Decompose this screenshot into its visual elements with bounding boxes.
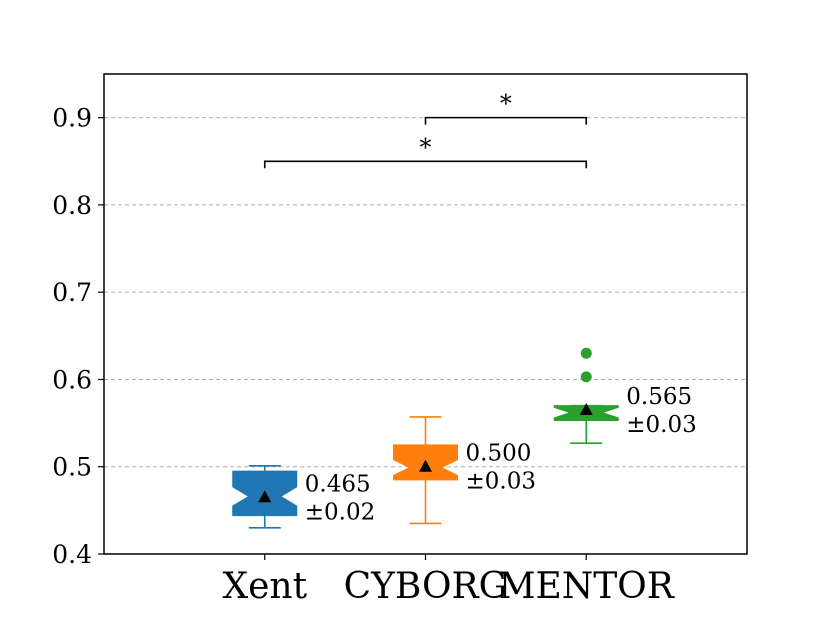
boxes: 0.465±0.020.500±0.030.565±0.03 [232,347,697,529]
significance-bracket: * [263,133,588,169]
mean-annotation: 0.500 [466,441,532,467]
mean-marker [419,459,432,472]
y-tick-label: 0.5 [52,453,92,482]
outlier-point [580,371,592,383]
grid-lines [104,117,747,468]
y-tick-label: 0.7 [52,278,92,307]
significance-bracket: * [424,90,588,125]
mean-annotation: 0.465 [305,471,371,497]
x-category-label: MENTOR [499,566,675,607]
significance-star: * [500,90,512,118]
significance-star: * [420,133,432,161]
x-category-label: Xent [222,566,307,607]
bracket-line [263,160,588,169]
box-cyborg: 0.500±0.03 [393,416,536,525]
x-category-label: CYBORG [344,566,508,607]
std-annotation: ±0.02 [305,499,375,525]
std-annotation: ±0.03 [626,412,696,438]
box-mentor: 0.565±0.03 [553,347,697,444]
std-annotation: ±0.03 [466,469,536,495]
y-tick-label: 0.6 [52,365,92,394]
bracket-line [424,116,588,125]
mean-annotation: 0.565 [626,384,692,410]
mean-marker [579,403,593,415]
y-tick-label: 0.4 [52,540,92,569]
outlier-point [580,347,592,359]
mean-marker [258,490,272,503]
significance-brackets: ** [263,90,588,169]
box-xent: 0.465±0.02 [232,465,375,529]
y-tick-label: 0.9 [52,104,92,133]
y-tick-label: 0.8 [52,191,92,220]
